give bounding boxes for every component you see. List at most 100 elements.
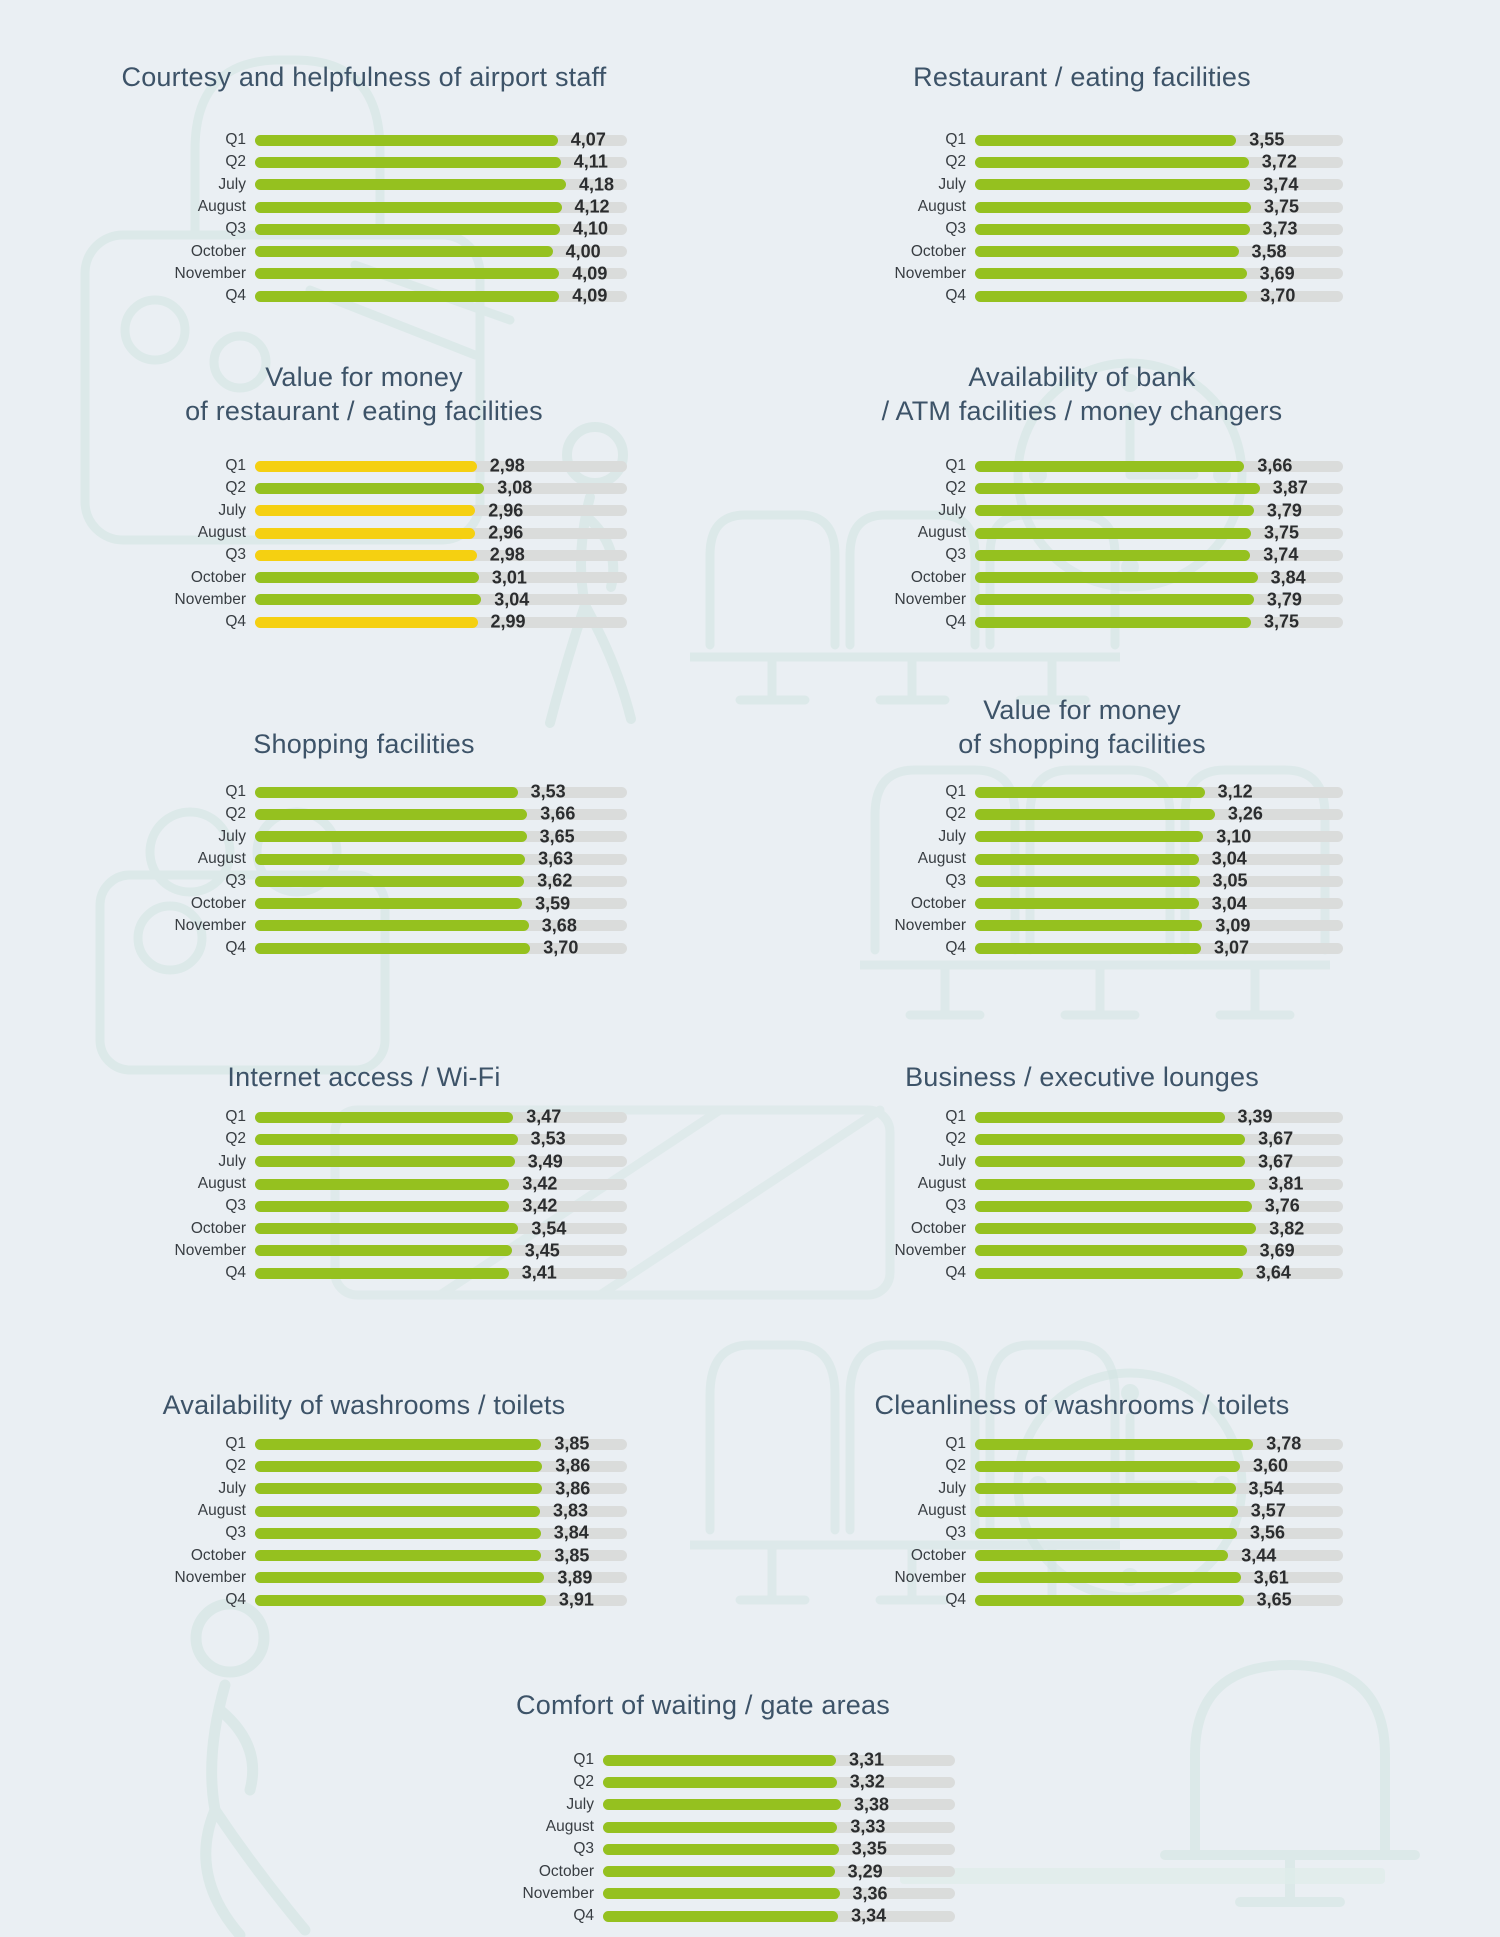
bar-track: 3,67 <box>975 1151 1343 1171</box>
value-bar <box>975 290 1248 302</box>
bar-track: 3,75 <box>975 612 1343 632</box>
category-label: Q4 <box>225 1264 246 1282</box>
chart-row: October 3,04 <box>818 892 1343 914</box>
value-bar <box>255 1111 514 1123</box>
value-label: 3,34 <box>851 1905 887 1926</box>
chart-row: Q3 3,05 <box>818 870 1343 892</box>
chart-row: July 3,86 <box>100 1478 627 1500</box>
value-label: 4,09 <box>572 263 608 284</box>
bar-chart: Availability of bank / ATM facilities / m… <box>818 360 1346 632</box>
chart-row: Q4 3,41 <box>100 1262 627 1284</box>
bar-track: 3,82 <box>975 1218 1343 1238</box>
chart-row: August 3,42 <box>100 1173 627 1195</box>
value-bar <box>255 1178 510 1190</box>
value-label: 4,11 <box>573 151 608 172</box>
value-label: 3,08 <box>497 477 533 498</box>
chart-row: Q1 3,66 <box>818 455 1343 477</box>
value-label: 3,56 <box>1250 1522 1286 1543</box>
bar-track: 3,26 <box>975 804 1343 824</box>
value-bar <box>255 527 476 539</box>
chart-title-line: Cleanliness of washrooms / toilets <box>874 1390 1290 1420</box>
value-label: 3,68 <box>541 915 577 936</box>
value-label: 3,73 <box>1262 218 1298 239</box>
chart-title-line: Availability of washrooms / toilets <box>162 1390 566 1420</box>
category-label: November <box>174 264 247 282</box>
value-bar <box>975 1267 1243 1279</box>
chart-title-line: Internet access / Wi-Fi <box>227 1062 501 1092</box>
chart-row: July 3,79 <box>818 500 1343 522</box>
bar-track: 3,66 <box>975 456 1343 476</box>
bar-track: 3,76 <box>975 1196 1343 1216</box>
value-label: 3,85 <box>554 1545 590 1566</box>
chart-row: Q4 3,65 <box>818 1589 1343 1611</box>
value-bar <box>255 1133 518 1145</box>
bar-track: 3,89 <box>255 1567 627 1587</box>
value-label: 3,39 <box>1237 1106 1273 1127</box>
chart-row: Q2 3,86 <box>100 1455 627 1477</box>
chart-row: Q1 3,55 <box>818 129 1343 151</box>
value-bar <box>255 1267 509 1279</box>
bar-track: 3,70 <box>255 938 627 958</box>
category-label: October <box>910 894 966 912</box>
chart-row: Q3 3,42 <box>100 1195 627 1217</box>
bar-track: 3,68 <box>255 915 627 935</box>
category-label: October <box>910 242 966 260</box>
chart-row: Q4 3,91 <box>100 1589 627 1611</box>
chart-row: November 3,69 <box>818 263 1343 285</box>
category-label: Q3 <box>573 1840 594 1858</box>
value-bar <box>255 1245 512 1257</box>
category-label: Q2 <box>225 1457 246 1475</box>
value-label: 3,01 <box>491 567 527 588</box>
bar-track: 3,56 <box>975 1523 1343 1543</box>
bar-track: 4,12 <box>255 197 627 217</box>
bar-track: 3,04 <box>255 589 627 609</box>
value-label: 3,09 <box>1215 915 1251 936</box>
value-bar <box>255 1460 543 1472</box>
bar-track: 3,09 <box>975 915 1343 935</box>
chart-title-line: Business / executive lounges <box>905 1062 1259 1092</box>
category-label: Q3 <box>945 872 966 890</box>
chart-row: October 3,85 <box>100 1544 627 1566</box>
bar-track: 3,32 <box>603 1772 955 1792</box>
bar-track: 3,85 <box>255 1545 627 1565</box>
chart-row: August 3,83 <box>100 1500 627 1522</box>
value-bar <box>975 808 1215 820</box>
value-label: 3,75 <box>1264 522 1300 543</box>
category-label: July <box>938 1152 966 1170</box>
category-label: Q3 <box>225 872 246 890</box>
chart-row: Q4 3,64 <box>818 1262 1343 1284</box>
category-label: October <box>190 894 246 912</box>
value-label: 3,87 <box>1272 477 1308 498</box>
value-label: 3,89 <box>557 1567 593 1588</box>
chart-title: Value for money of shopping facilities <box>818 693 1346 761</box>
category-label: Q2 <box>225 1130 246 1148</box>
bar-track: 3,74 <box>975 545 1343 565</box>
value-label: 3,12 <box>1217 781 1253 802</box>
chart-row: July 3,74 <box>818 174 1343 196</box>
bar-track: 3,84 <box>255 1523 627 1543</box>
bar-chart: Value for money of restaurant / eating fa… <box>100 360 628 632</box>
bar-chart: Availability of washrooms / toilets Q1 3… <box>100 1388 628 1610</box>
bar-track: 4,11 <box>255 152 627 172</box>
chart-title-line: of restaurant / eating facilities <box>185 396 543 426</box>
bar-track: 3,05 <box>975 871 1343 891</box>
value-label: 3,70 <box>1260 285 1296 306</box>
value-bar <box>255 223 560 235</box>
value-bar <box>975 1178 1256 1190</box>
category-label: November <box>174 1568 247 1586</box>
chart-row: Q2 3,26 <box>818 803 1343 825</box>
chart-row: Q1 3,47 <box>100 1106 627 1128</box>
bar-track: 3,85 <box>255 1434 627 1454</box>
chart-row: November 3,68 <box>100 915 627 937</box>
chart-row: August 2,96 <box>100 522 627 544</box>
bar-track: 3,83 <box>255 1501 627 1521</box>
chart-title-line: Restaurant / eating facilities <box>913 62 1251 92</box>
bar-track: 3,65 <box>255 826 627 846</box>
value-label: 3,65 <box>1256 1589 1292 1610</box>
bar-track: 3,10 <box>975 826 1343 846</box>
category-label: Q2 <box>945 153 966 171</box>
value-bar <box>975 246 1239 258</box>
category-label: Q1 <box>225 1435 246 1453</box>
value-label: 3,53 <box>530 1128 566 1149</box>
value-bar <box>255 1438 542 1450</box>
